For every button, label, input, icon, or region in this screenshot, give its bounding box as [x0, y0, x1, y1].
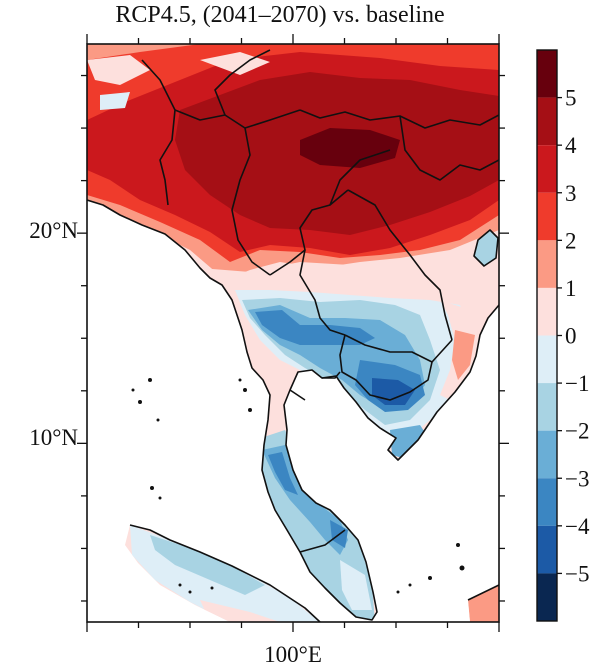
colorbar-label: −2 [565, 419, 589, 444]
colorbar-bin [537, 97, 557, 146]
lat-label-20n: 20°N [29, 218, 78, 243]
colorbar-bin [537, 50, 557, 98]
colorbar-label: 2 [565, 228, 577, 253]
colorbar-bin [537, 383, 557, 431]
map-title: RCP4.5, (2041–2070) vs. baseline [115, 2, 445, 28]
colorbar-bin [537, 573, 557, 621]
colorbar-bin [537, 287, 557, 336]
colorbar: 5 4 3 2 1 0 −1 −2 −3 −4 −5 [536, 49, 590, 622]
colorbar-bin [537, 240, 557, 288]
colorbar-bin [537, 145, 557, 193]
axis-ticks [77, 34, 509, 632]
colorbar-label: 1 [565, 276, 577, 301]
colorbar-label: −1 [565, 371, 589, 396]
colorbar-label: 5 [565, 86, 577, 111]
colorbar-label: −3 [565, 466, 589, 491]
lon-label-100e: 100°E [264, 642, 322, 667]
colorbar-bin [537, 430, 557, 479]
small-islands [131, 378, 465, 594]
temperature-field [87, 44, 499, 622]
colorbar-label: 4 [565, 133, 577, 158]
colorbar-bin [537, 525, 557, 574]
lat-label-10n: 10°N [29, 425, 78, 450]
colorbar-bin [537, 478, 557, 526]
colorbar-label: 3 [565, 181, 577, 206]
colorbar-label: 0 [565, 324, 577, 349]
colorbar-bin [537, 335, 557, 384]
colorbar-label: −5 [565, 561, 589, 586]
colorbar-label: −4 [565, 514, 590, 539]
colorbar-bin [537, 192, 557, 241]
boundary-lines [87, 49, 499, 622]
